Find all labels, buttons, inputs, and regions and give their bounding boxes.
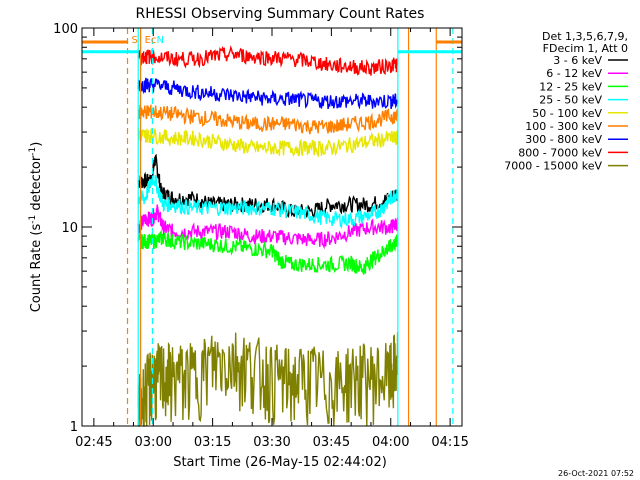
x-tick-label: 03:45 bbox=[313, 435, 350, 450]
series-line bbox=[137, 204, 399, 250]
render-timestamp: 26-Oct-2021 07:52 bbox=[558, 469, 634, 478]
legend-label: 25 - 50 keV bbox=[539, 94, 602, 107]
series-line bbox=[137, 229, 399, 275]
legend-label: 3 - 6 keV bbox=[553, 54, 602, 67]
series-line bbox=[137, 104, 399, 135]
legend-header-line-1: Det 1,3,5,6,7,9, bbox=[542, 30, 628, 43]
series-line bbox=[137, 45, 399, 76]
y-tick-label: 10 bbox=[61, 221, 78, 236]
legend: Det 1,3,5,6,7,9, FDecim 1, Att 0 3 - 6 k… bbox=[504, 30, 628, 173]
legend-label: 100 - 300 keV bbox=[525, 120, 602, 133]
top-bands bbox=[82, 40, 462, 54]
plot-area bbox=[137, 45, 399, 427]
x-tick-label: 03:00 bbox=[135, 435, 172, 450]
legend-label: 7000 - 15000 keV bbox=[504, 160, 602, 173]
legend-label: 12 - 25 keV bbox=[539, 80, 602, 93]
legend-label: 300 - 800 keV bbox=[525, 133, 602, 146]
x-axis-label: Start Time (26-May-15 02:44:02) bbox=[173, 455, 387, 470]
x-tick-label: 04:15 bbox=[431, 435, 468, 450]
x-tick-label: 03:15 bbox=[194, 435, 231, 450]
chart-title: RHESSI Observing Summary Count Rates bbox=[136, 6, 425, 22]
flag-label: N bbox=[156, 35, 163, 46]
x-axis-ticks: 02:45 03:00 03:15 03:30 03:45 04:00 04:15 bbox=[75, 28, 469, 450]
y-tick-label: 1 bbox=[70, 420, 78, 435]
y-axis-label: Count Rate (s-1 detector-1) bbox=[28, 142, 44, 313]
series-line bbox=[137, 128, 399, 158]
legend-header-line-2: FDecim 1, Att 0 bbox=[543, 42, 628, 55]
flag-labels: S Ec N bbox=[132, 35, 164, 46]
vertical-markers bbox=[126, 28, 454, 426]
legend-label: 6 - 12 keV bbox=[546, 67, 602, 80]
y-tick-label: 100 bbox=[53, 22, 78, 37]
x-tick-label: 04:00 bbox=[372, 435, 409, 450]
series-line bbox=[137, 332, 399, 427]
flag-label: Ec bbox=[145, 35, 157, 46]
series-line bbox=[137, 77, 399, 110]
series-line bbox=[137, 153, 399, 220]
y-axis-ticks: 1 10 100 bbox=[53, 22, 462, 435]
legend-label: 800 - 7000 keV bbox=[518, 146, 602, 159]
x-tick-label: 02:45 bbox=[75, 435, 112, 450]
series-line bbox=[137, 174, 399, 229]
flag-label: S bbox=[132, 35, 138, 46]
legend-label: 50 - 100 keV bbox=[532, 107, 602, 120]
x-tick-label: 03:30 bbox=[253, 435, 290, 450]
